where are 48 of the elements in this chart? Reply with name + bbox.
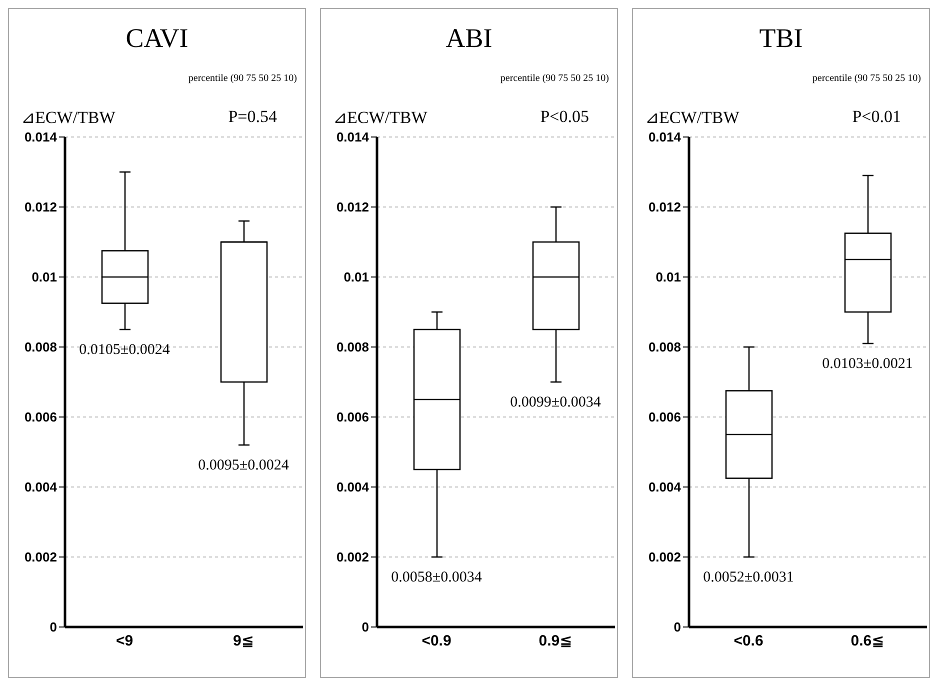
y-tick-label: 0.004 (336, 480, 370, 495)
annotation: 0.0099±0.0034 (510, 394, 602, 411)
y-tick-label: 0.01 (656, 270, 681, 285)
y-tick-label: 0.012 (24, 200, 57, 215)
y-tick-label: 0.014 (336, 130, 370, 145)
x-tick-label: <0.9 (422, 632, 452, 650)
text: P<0.01 (852, 107, 901, 126)
annotation: 0.0052±0.0031 (703, 570, 794, 586)
y-tick-label: 0.006 (336, 410, 369, 425)
y-axis-title: ⊿ECW/TBW (21, 107, 116, 127)
y-tick-label: 0.014 (648, 130, 682, 145)
chart-title: ABI (444, 23, 494, 55)
text: P=0.54 (228, 107, 277, 126)
y-axis-title: ⊿ECW/TBW (333, 107, 428, 127)
y-tick-label: 0.01 (344, 270, 369, 285)
text: P<0.05 (540, 107, 589, 126)
x-tick-label: 0.9≦ (538, 632, 572, 650)
y-tick-label: 0.006 (24, 410, 57, 425)
x-tick-label: <9 (116, 632, 134, 650)
chart-subtitle: percentile (90 75 50 25 10) (499, 73, 610, 86)
y-tick-label: 0.008 (648, 340, 681, 355)
y-tick-label: 0.008 (24, 340, 57, 355)
y-axis-title: ⊿ECW/TBW (645, 107, 740, 127)
y-tick-label: 0.006 (648, 410, 681, 425)
y-tick-label: 0.002 (24, 550, 57, 565)
x-tick-label: 9≦ (233, 632, 254, 650)
annotation: 0.0103±0.0021 (822, 356, 913, 372)
annotation: 0.0105±0.0024 (79, 342, 170, 358)
y-tick-label: 0.012 (648, 200, 681, 215)
x-tick-label: 0.6≦ (850, 632, 884, 650)
annotation: 0.0095±0.0024 (198, 458, 290, 474)
annotation: 0.0058±0.0034 (391, 570, 482, 586)
y-tick-label: 0.012 (336, 200, 369, 215)
y-tick-label: 0 (674, 620, 681, 635)
y-tick-label: 0.002 (648, 550, 681, 565)
y-tick-label: 0.01 (32, 270, 57, 285)
y-tick-label: 0.014 (24, 130, 58, 145)
chart-subtitle: percentile (90 75 50 25 10) (811, 73, 922, 86)
y-tick-label: 0.004 (24, 480, 58, 495)
chart-title: TBI (758, 23, 804, 55)
chart-title: CAVI (124, 23, 190, 55)
y-tick-label: 0 (50, 620, 57, 635)
y-tick-label: 0.008 (336, 340, 369, 355)
chart-subtitle: percentile (90 75 50 25 10) (187, 73, 298, 86)
y-tick-label: 0 (362, 620, 369, 635)
x-tick-label: <0.6 (734, 632, 764, 650)
y-tick-label: 0.004 (648, 480, 682, 495)
y-tick-label: 0.002 (336, 550, 369, 565)
